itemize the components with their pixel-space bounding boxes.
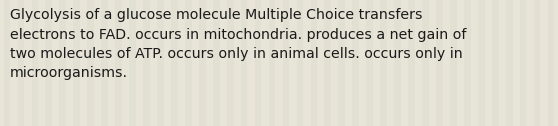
Bar: [422, 0, 429, 126]
Bar: [394, 0, 401, 126]
Bar: [520, 0, 527, 126]
Bar: [171, 0, 177, 126]
Bar: [185, 0, 192, 126]
Text: Glycolysis of a glucose molecule Multiple Choice transfers
electrons to FAD. occ: Glycolysis of a glucose molecule Multipl…: [10, 8, 466, 81]
Bar: [450, 0, 456, 126]
Bar: [129, 0, 136, 126]
Bar: [143, 0, 150, 126]
Bar: [464, 0, 471, 126]
Bar: [548, 0, 555, 126]
Bar: [436, 0, 443, 126]
Bar: [297, 0, 304, 126]
Bar: [227, 0, 233, 126]
Bar: [310, 0, 317, 126]
Bar: [353, 0, 359, 126]
Bar: [116, 0, 122, 126]
Bar: [74, 0, 80, 126]
Bar: [102, 0, 108, 126]
Bar: [534, 0, 541, 126]
Bar: [31, 0, 38, 126]
Bar: [254, 0, 261, 126]
Bar: [381, 0, 387, 126]
Bar: [282, 0, 289, 126]
Bar: [87, 0, 94, 126]
Bar: [324, 0, 331, 126]
Bar: [366, 0, 373, 126]
Bar: [506, 0, 513, 126]
Bar: [213, 0, 219, 126]
Bar: [492, 0, 499, 126]
Bar: [478, 0, 484, 126]
Bar: [241, 0, 247, 126]
Bar: [4, 0, 10, 126]
Bar: [408, 0, 415, 126]
Bar: [59, 0, 66, 126]
Bar: [338, 0, 345, 126]
Bar: [199, 0, 205, 126]
Bar: [157, 0, 163, 126]
Bar: [18, 0, 25, 126]
Bar: [45, 0, 52, 126]
Bar: [268, 0, 276, 126]
